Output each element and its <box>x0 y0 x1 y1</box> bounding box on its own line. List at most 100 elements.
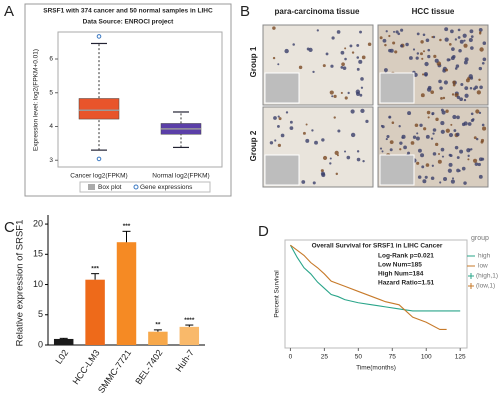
nucleus <box>432 128 437 132</box>
nucleus <box>469 29 474 34</box>
x-tick-label: 75 <box>389 354 397 361</box>
nucleus <box>336 30 341 34</box>
y-tick-label: 5 <box>49 89 53 96</box>
nucleus <box>444 68 449 72</box>
nucleus <box>413 72 418 77</box>
nucleus <box>269 141 274 145</box>
nucleus <box>470 148 473 151</box>
nucleus <box>430 90 435 94</box>
significance: **** <box>184 317 195 324</box>
nucleus <box>431 113 434 116</box>
nucleus <box>355 89 361 94</box>
legend-label: low <box>478 263 488 270</box>
nucleus <box>329 157 332 160</box>
nucleus <box>442 96 446 100</box>
nucleus <box>385 138 388 141</box>
nucleus <box>440 97 443 100</box>
nucleus <box>417 148 422 153</box>
nucleus <box>360 77 364 81</box>
nucleus <box>389 148 393 152</box>
nucleus <box>448 162 453 167</box>
nucleus <box>335 172 339 176</box>
nucleus <box>360 86 364 89</box>
nucleus <box>426 87 432 92</box>
nucleus <box>463 39 466 42</box>
nucleus <box>467 154 470 157</box>
nucleus <box>395 30 399 34</box>
bar <box>179 326 200 345</box>
nucleus <box>476 90 481 95</box>
nucleus <box>400 28 404 32</box>
nucleus <box>356 56 360 59</box>
nucleus <box>463 43 468 48</box>
nucleus <box>479 85 483 90</box>
nucleus <box>347 91 350 95</box>
nucleus <box>412 135 417 139</box>
x-tick-label: BEL-7402 <box>133 348 164 387</box>
chart-subtitle: Data Source: ENROCI project <box>83 19 174 26</box>
nucleus <box>463 60 468 65</box>
nucleus <box>405 42 409 47</box>
nucleus <box>478 111 482 115</box>
nucleus <box>435 117 439 122</box>
legend-label: Box plot <box>98 184 122 191</box>
nucleus <box>455 132 460 137</box>
nucleus <box>344 96 348 100</box>
nucleus <box>477 162 481 167</box>
nucleus <box>455 64 460 68</box>
legend-label: (high,1) <box>476 273 498 280</box>
significance: ** <box>155 322 161 329</box>
nucleus <box>385 30 388 33</box>
nucleus <box>481 123 485 127</box>
nucleus <box>473 87 476 91</box>
nucleus <box>415 56 419 60</box>
nucleus <box>459 97 463 102</box>
chart-title: SRSF1 with 374 cancer and 50 normal samp… <box>43 8 213 15</box>
nucleus <box>444 27 449 32</box>
nucleus <box>482 41 487 45</box>
nucleus <box>470 46 474 50</box>
nucleus <box>403 145 407 150</box>
nucleus <box>463 181 467 185</box>
nucleus <box>400 44 404 48</box>
nucleus <box>458 169 461 172</box>
nucleus <box>423 72 428 77</box>
nucleus <box>464 86 469 91</box>
column-label: HCC tissue <box>412 7 455 16</box>
nucleus <box>473 136 477 140</box>
nucleus <box>421 165 425 169</box>
y-tick-label: 6 <box>49 56 53 63</box>
nucleus <box>456 95 461 100</box>
nucleus <box>392 41 396 45</box>
nucleus <box>478 78 481 81</box>
nucleus <box>420 52 423 56</box>
row-label: Group 2 <box>249 130 258 161</box>
x-tick-label: 100 <box>421 354 432 361</box>
nucleus <box>394 50 398 54</box>
nucleus <box>459 39 464 44</box>
nucleus <box>425 163 430 167</box>
nucleus <box>381 125 385 129</box>
bar <box>53 338 74 345</box>
nucleus <box>469 86 473 90</box>
nucleus <box>461 166 466 171</box>
nucleus <box>467 158 470 161</box>
outlier <box>96 156 102 162</box>
nucleus <box>464 93 469 98</box>
nucleus <box>480 140 484 144</box>
nucleus <box>408 56 413 60</box>
nucleus <box>359 30 362 34</box>
nucleus <box>450 179 455 184</box>
column-label: para-carcinoma tissue <box>275 7 360 16</box>
nucleus <box>443 80 448 85</box>
nucleus <box>331 36 335 40</box>
nucleus <box>440 147 445 152</box>
y-tick-label: 10 <box>33 279 43 289</box>
panel-frame <box>24 3 232 197</box>
nucleus <box>305 138 310 143</box>
nucleus <box>272 56 276 60</box>
nucleus <box>331 95 334 98</box>
nucleus <box>470 118 474 123</box>
nucleus <box>344 47 347 50</box>
